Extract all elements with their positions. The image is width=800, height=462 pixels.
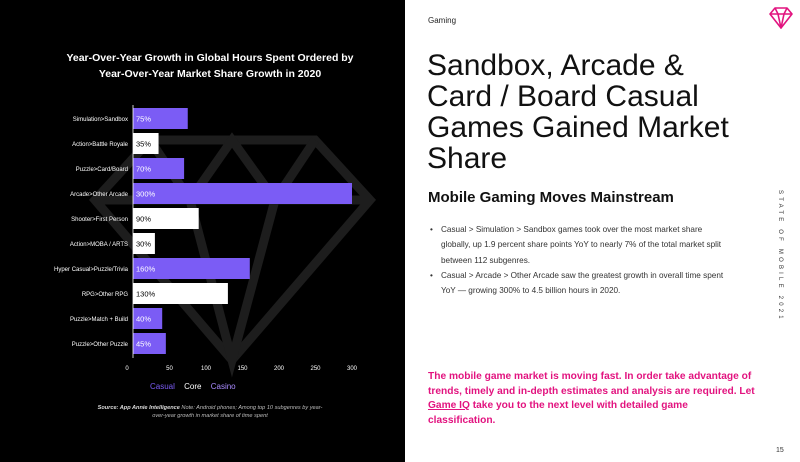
category-label: Arcade>Other Arcade [70,192,129,198]
x-tick-label: 0 [125,366,129,372]
bar [133,258,250,279]
bar [133,133,159,154]
bar-value-label: 30% [136,240,151,249]
x-tick-label: 50 [166,366,173,372]
bar [133,158,185,179]
slide-headline: Sandbox, Arcade & Card / Board Casual Ga… [427,49,729,175]
callout-text: The mobile game market is moving fast. I… [428,370,758,428]
legend-casual: Casual [150,382,175,391]
source-note: Source: App Annie Intelligence Note: And… [95,404,325,420]
category-label: RPG>Other RPG [82,292,129,298]
bar-value-label: 300% [136,190,156,199]
slide-subheading: Mobile Gaming Moves Mainstream [428,189,674,206]
bar [133,208,199,229]
bar [133,283,228,304]
bullet-text: Casual > Arcade > Other Arcade saw the g… [441,270,724,296]
source-label: Source: App Annie Intelligence [97,405,180,411]
category-label: Action>Battle Royale [72,142,129,148]
bar [133,308,163,329]
game-iq-link[interactable]: Game IQ [428,400,470,411]
bar-chart: 75% Simulation>Sandbox 35% Action>Battle Ro… [54,105,358,372]
x-tick-label: 300 [347,366,358,372]
bar-value-label: 130% [136,290,156,299]
category-label: Puzzle>Card/Board [76,167,128,173]
category-label: Puzzle>Other Puzzle [72,342,129,348]
legend-casino: Casino [210,382,236,391]
category-label: Action>MOBA / ARTS [70,242,128,248]
chart-panel: Year-Over-Year Growth in Global Hours Sp… [0,0,405,462]
category-label: Puzzle>Match + Build [70,317,128,323]
diamond-logo-icon [769,7,793,29]
callout-before: The mobile game market is moving fast. I… [428,371,755,397]
bar-value-label: 70% [136,165,151,174]
chart-title: Year-Over-Year Growth in Global Hours Sp… [66,52,354,80]
vertical-report-label: STATE OF MOBILE 2021 [777,190,783,322]
bullet-item: • Casual > Arcade > Other Arcade saw the … [430,268,730,299]
bar-value-label: 35% [136,140,151,149]
section-category: Gaming [428,16,457,25]
bar-value-label: 90% [136,215,151,224]
callout-after: take you to the next level with detailed… [428,400,688,426]
bar [133,108,188,129]
bullet-dot-icon: • [430,270,433,280]
bullet-dot-icon: • [430,225,433,234]
x-tick-label: 100 [201,366,212,372]
bullet-text: Casual > Simulation > Sandbox games took… [441,225,722,265]
source-text: Note: Android phones; Among top 10 subge… [152,405,323,419]
bar-value-label: 45% [136,340,151,349]
text-panel: Gaming Sandbox, Arcade & Card / Board Ca… [405,0,800,462]
chart-legend: Casual Core Casino [150,382,243,391]
legend-core: Core [184,382,202,391]
x-tick-label: 250 [310,366,321,372]
bullet-list: • Casual > Simulation > Sandbox games too… [430,222,730,298]
bar-value-label: 40% [136,315,151,324]
category-label: Simulation>Sandbox [73,117,128,123]
bar [133,233,155,254]
bullet-item: • Casual > Simulation > Sandbox games too… [430,222,730,268]
bar-value-label: 160% [136,265,156,274]
x-tick-label: 150 [237,366,248,372]
bar [133,183,352,204]
bar-value-label: 75% [136,115,151,124]
category-label: Hyper Casual>Puzzle/Trivia [54,267,129,273]
bar [133,333,166,354]
category-label: Shooter>First Person [71,217,128,223]
x-tick-label: 200 [274,366,285,372]
page-number: 15 [776,447,784,454]
